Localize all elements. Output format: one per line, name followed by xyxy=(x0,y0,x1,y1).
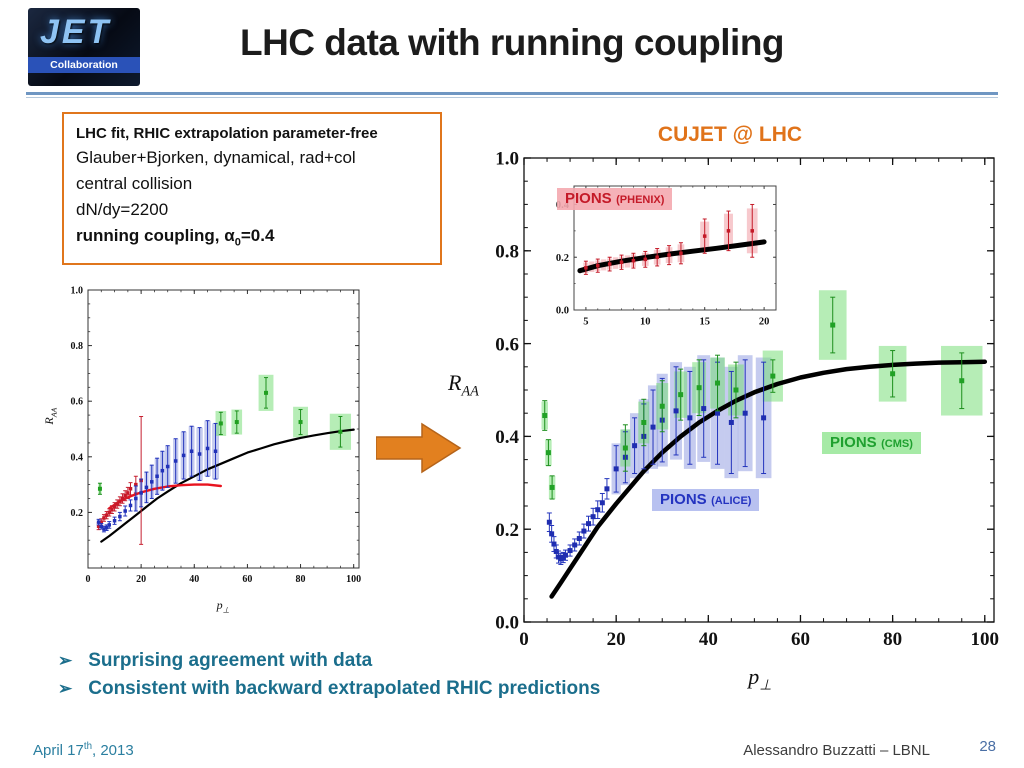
bullet-item: ➢ Surprising agreement with data xyxy=(58,650,600,672)
svg-text:0.2: 0.2 xyxy=(71,508,84,519)
info-line-2: Glauber+Bjorken, dynamical, rad+col xyxy=(76,148,356,167)
title-divider-thin xyxy=(26,97,998,98)
svg-text:0: 0 xyxy=(519,629,529,650)
svg-text:100: 100 xyxy=(971,629,1000,650)
slide-number: 28 xyxy=(979,738,996,755)
bullet-text: Surprising agreement with data xyxy=(88,650,373,671)
svg-text:0.6: 0.6 xyxy=(71,397,84,408)
svg-text:20: 20 xyxy=(136,574,146,585)
svg-text:0.0: 0.0 xyxy=(556,306,569,317)
svg-text:0.2: 0.2 xyxy=(495,520,519,541)
svg-text:0.0: 0.0 xyxy=(495,613,519,634)
info-line-3: central collision xyxy=(76,174,193,193)
bullet-list: ➢ Surprising agreement with data ➢ Consist… xyxy=(58,650,600,706)
left-raa-chart-canvas: 0 20 40 60 80 100 0.2 0.4 0.6 0.8 1.0 xyxy=(71,286,362,586)
svg-text:40: 40 xyxy=(699,629,718,650)
footer-author: Alessandro Buzzatti – LBNL xyxy=(743,742,930,759)
bullet-arrow-icon: ➢ xyxy=(58,651,73,670)
footer-date: April 17th, 2013 xyxy=(33,741,134,759)
right-chart-y-axis-label: RAA xyxy=(448,370,479,400)
svg-text:80: 80 xyxy=(883,629,902,650)
info-line-1: LHC fit, RHIC extrapolation parameter-fr… xyxy=(76,125,378,142)
jet-collaboration-logo: JET Collaboration xyxy=(28,8,140,86)
svg-text:1.0: 1.0 xyxy=(71,286,84,297)
left-chart: 0 20 40 60 80 100 0.2 0.4 0.6 0.8 1.0 RAA p⊥ xyxy=(40,280,376,632)
svg-text:0.4: 0.4 xyxy=(71,452,84,463)
svg-text:80: 80 xyxy=(296,574,306,585)
svg-text:100: 100 xyxy=(346,574,361,585)
right-raa-chart-canvas: 0 20 40 60 80 100 0.0 0.2 0.4 0.6 0.8 1.0 xyxy=(495,150,1000,650)
cms-label: PIONS (CMS) xyxy=(822,432,921,454)
svg-text:20: 20 xyxy=(607,629,626,650)
svg-text:20: 20 xyxy=(759,317,770,328)
page-title: LHC data with running coupling xyxy=(239,22,785,63)
svg-text:10: 10 xyxy=(640,317,651,328)
phenix-label: PIONS (PHENIX) xyxy=(557,188,673,210)
svg-text:1.0: 1.0 xyxy=(495,150,519,170)
info-box: LHC fit, RHIC extrapolation parameter-fr… xyxy=(62,112,442,266)
logo-jet-text: JET xyxy=(40,13,112,51)
svg-text:60: 60 xyxy=(242,574,252,585)
svg-text:0: 0 xyxy=(86,574,91,585)
svg-text:60: 60 xyxy=(791,629,810,650)
right-chart: 0 20 40 60 80 100 0.0 0.2 0.4 0.6 0.8 1.0 5 10 15 20 0.… xyxy=(440,146,1024,712)
bullet-text: Consistent with backward extrapolated RH… xyxy=(88,678,601,699)
svg-text:40: 40 xyxy=(189,574,199,585)
svg-text:0.2: 0.2 xyxy=(556,253,569,264)
cujet-heading: CUJET @ LHC xyxy=(657,123,803,146)
title-divider xyxy=(26,92,998,95)
info-line-5: running coupling, α0=0.4 xyxy=(76,226,275,249)
left-chart-x-axis-label: p⊥ xyxy=(216,598,230,615)
svg-text:15: 15 xyxy=(699,317,710,328)
right-chart-x-axis-label: p⊥ xyxy=(748,664,772,694)
svg-text:0.6: 0.6 xyxy=(495,334,519,355)
svg-text:0.8: 0.8 xyxy=(495,241,519,262)
bullet-arrow-icon: ➢ xyxy=(58,679,73,698)
svg-text:0.8: 0.8 xyxy=(71,341,84,352)
svg-text:5: 5 xyxy=(583,317,588,328)
left-chart-y-axis-label: RAA xyxy=(42,407,59,425)
svg-text:0.4: 0.4 xyxy=(495,427,519,448)
info-line-4: dN/dy=2200 xyxy=(76,200,169,219)
bullet-item: ➢ Consistent with backward extrapolated R… xyxy=(58,678,600,700)
logo-collaboration-text: Collaboration xyxy=(28,57,140,73)
alice-label: PIONS (ALICE) xyxy=(652,489,760,511)
right-arrow-icon xyxy=(376,422,462,474)
